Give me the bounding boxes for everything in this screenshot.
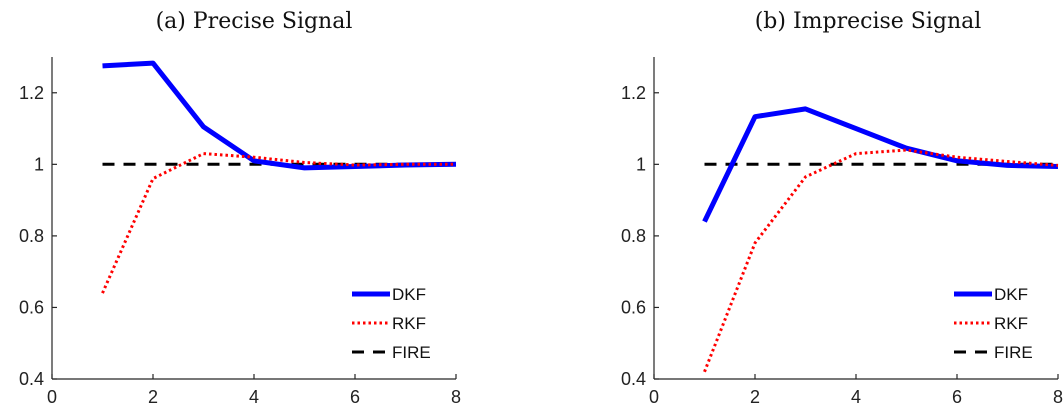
legend-label-fire: FIRE [392,343,431,362]
x-tick-label: 2 [148,387,158,407]
series-line-dkf [102,60,457,171]
x-tick-label: 2 [750,387,760,407]
y-tick-label: 1 [34,154,44,174]
x-tick-label: 8 [1053,387,1063,407]
y-tick-label: 1.2 [621,83,646,103]
x-tick-label: 6 [350,387,360,407]
y-tick-label: 1.2 [19,83,44,103]
legend-label-dkf: DKF [392,285,426,304]
chart-title: (a) Precise Signal [156,9,353,34]
x-tick-label: 4 [851,387,861,407]
y-tick-label: 0.4 [19,369,44,389]
legend-label-rkf: RKF [392,314,426,333]
y-tick-label: 0.6 [19,297,44,317]
x-tick-label: 4 [249,387,259,407]
y-tick-label: 1 [636,154,646,174]
x-tick-label: 0 [649,387,659,407]
legend: DKF RKF FIRE [352,285,431,362]
y-tick-label: 0.4 [621,369,646,389]
y-tick-label: 0.8 [621,226,646,246]
legend: DKF RKF FIRE [954,285,1033,362]
series-line-rkf [101,152,456,294]
y-tick-label: 0.6 [621,297,646,317]
x-tick-label: 8 [451,387,461,407]
series-line-rkf [703,148,1059,373]
chart-panel-1: (a) Precise Signal 0.4 0.6 0.8 1 1.2 0 2 4 6 8 DKF R… [19,9,461,407]
legend-label-dkf: DKF [994,285,1028,304]
chart-title: (b) Imprecise Signal [755,9,982,34]
chart-panel-2: (b) Imprecise Signal 0.4 0.6 0.8 1 1.2 0 2 4 6 8 DK… [621,9,1063,407]
y-tick-label: 0.8 [19,226,44,246]
x-tick-label: 6 [952,387,962,407]
series-line-dkf [702,106,1059,223]
legend-label-fire: FIRE [994,343,1033,362]
legend-label-rkf: RKF [994,314,1028,333]
x-tick-label: 0 [47,387,57,407]
